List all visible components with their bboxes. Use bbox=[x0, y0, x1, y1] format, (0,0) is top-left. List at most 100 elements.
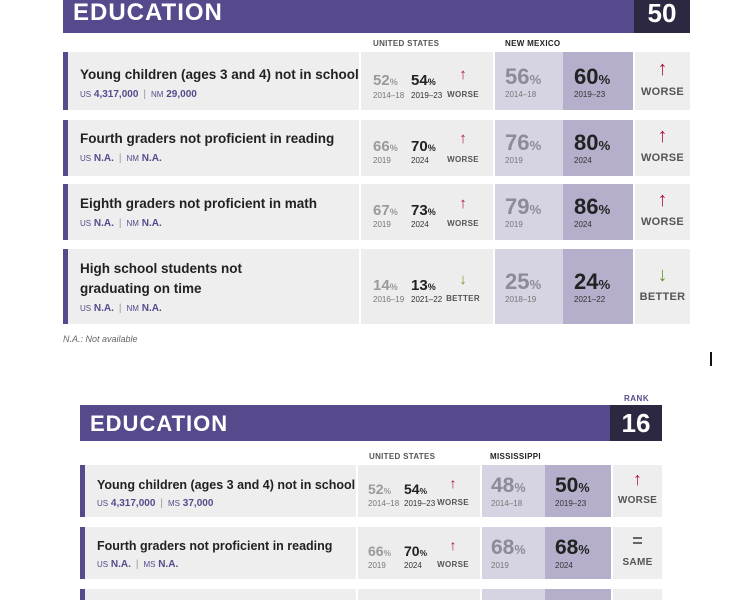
up-arrow-icon: ↑ bbox=[657, 58, 668, 80]
up-arrow-icon: ↑ bbox=[459, 66, 467, 83]
us-value-earlier: 52% bbox=[368, 481, 392, 497]
population-counts: US N.A. | MS N.A. bbox=[97, 559, 179, 570]
text-cursor bbox=[710, 352, 712, 366]
state-year-latest: 2021–22 bbox=[574, 295, 606, 304]
us-year-latest: 2024 bbox=[411, 220, 429, 229]
state-year-latest: 2019–23 bbox=[574, 90, 606, 99]
us-value-latest: 13% bbox=[411, 277, 436, 294]
state-year-latest: 2019–23 bbox=[555, 499, 587, 508]
us-year-earlier: 2014–18 bbox=[368, 499, 400, 508]
us-trend-label: BETTER bbox=[446, 294, 480, 303]
state-value-latest: 86% bbox=[574, 194, 611, 219]
state-trend-label: WORSE bbox=[640, 152, 685, 164]
state-trend-label: WORSE bbox=[617, 495, 658, 506]
section-title: EDUCATION bbox=[90, 411, 229, 436]
us-value-latest: 54% bbox=[404, 481, 428, 497]
us-trend-label: WORSE bbox=[447, 155, 479, 164]
table-row bbox=[80, 589, 662, 600]
state-year-earlier: 2019 bbox=[505, 156, 523, 165]
state-trend-label: WORSE bbox=[640, 86, 685, 98]
state-value-latest: 50% bbox=[555, 474, 590, 497]
state-year-latest: 2024 bbox=[574, 220, 592, 229]
section-header-band: EDUCATION bbox=[80, 405, 610, 441]
us-trend-label: WORSE bbox=[447, 219, 479, 228]
state-value-earlier: 76% bbox=[505, 130, 542, 155]
down-arrow-icon: ↓ bbox=[657, 264, 668, 286]
education-panel-mississippi: RANK EDUCATION 16 UNITED STATES MISSISSI… bbox=[80, 394, 662, 600]
indicator-title: Fourth graders not proficient in reading bbox=[80, 131, 335, 146]
us-year-earlier: 2019 bbox=[368, 561, 386, 570]
population-counts: US N.A. | NM N.A. bbox=[80, 153, 162, 164]
population-counts: US 4,317,000 | MS 37,000 bbox=[97, 498, 214, 509]
state-year-earlier: 2019 bbox=[505, 220, 523, 229]
up-arrow-icon: ↑ bbox=[449, 537, 457, 553]
table-row: Eighth graders not proficient in math US… bbox=[63, 184, 690, 240]
state-year-latest: 2024 bbox=[555, 561, 573, 570]
rank-value: 16 bbox=[621, 408, 651, 438]
indicator-title: Eighth graders not proficient in math bbox=[80, 196, 318, 211]
population-counts: US N.A. | NM N.A. bbox=[80, 303, 162, 314]
state-value-earlier: 68% bbox=[491, 536, 526, 559]
us-year-earlier: 2019 bbox=[373, 220, 391, 229]
us-value-latest: 73% bbox=[411, 202, 436, 219]
up-arrow-icon: ↑ bbox=[459, 195, 467, 212]
table-row: Fourth graders not proficient in reading… bbox=[80, 527, 662, 579]
indicator-title: Fourth graders not proficient in reading bbox=[97, 539, 333, 553]
population-counts: US N.A. | NM N.A. bbox=[80, 218, 162, 229]
state-value-earlier: 79% bbox=[505, 194, 542, 219]
us-value-earlier: 14% bbox=[373, 277, 398, 294]
up-arrow-icon: ↑ bbox=[459, 130, 467, 147]
us-value-earlier: 52% bbox=[373, 72, 398, 89]
us-value-latest: 70% bbox=[411, 138, 436, 155]
state-column-header: NEW MEXICO bbox=[505, 39, 561, 48]
table-row: Young children (ages 3 and 4) not in sch… bbox=[80, 465, 662, 517]
us-year-earlier: 2016–19 bbox=[373, 295, 405, 304]
state-trend-label: WORSE bbox=[640, 216, 685, 228]
state-value-earlier: 48% bbox=[491, 474, 526, 497]
us-trend-label: WORSE bbox=[437, 498, 469, 507]
us-year-latest: 2019–23 bbox=[411, 91, 443, 100]
us-year-latest: 2024 bbox=[411, 156, 429, 165]
rank-label: RANK bbox=[624, 394, 650, 403]
us-trend-label: WORSE bbox=[437, 560, 469, 569]
us-value-earlier: 66% bbox=[373, 138, 398, 155]
up-arrow-icon: ↑ bbox=[657, 125, 668, 147]
table-row: Fourth graders not proficient in reading… bbox=[63, 120, 690, 176]
table-row: High school students not graduating on t… bbox=[63, 249, 690, 324]
equals-icon: = bbox=[632, 531, 643, 551]
us-value-latest: 54% bbox=[411, 72, 436, 89]
state-trend-label: SAME bbox=[622, 557, 653, 568]
state-year-latest: 2024 bbox=[574, 156, 592, 165]
up-arrow-icon: ↑ bbox=[633, 469, 642, 489]
us-year-latest: 2024 bbox=[404, 561, 422, 570]
state-year-earlier: 2014–18 bbox=[491, 499, 523, 508]
section-title: EDUCATION bbox=[73, 0, 223, 26]
us-year-earlier: 2019 bbox=[373, 156, 391, 165]
rank-value: 50 bbox=[647, 0, 677, 28]
state-value-earlier: 25% bbox=[505, 269, 542, 294]
state-year-earlier: 2018–19 bbox=[505, 295, 537, 304]
down-arrow-icon: ↓ bbox=[459, 271, 467, 288]
us-year-latest: 2021–22 bbox=[411, 295, 443, 304]
state-year-earlier: 2014–18 bbox=[505, 90, 537, 99]
population-counts: US 4,317,000 | NM 29,000 bbox=[80, 89, 197, 100]
rank-box: 50 bbox=[634, 0, 690, 33]
state-value-earlier: 56% bbox=[505, 64, 542, 89]
state-column-header: MISSISSIPPI bbox=[490, 452, 541, 461]
state-trend-label: BETTER bbox=[639, 291, 686, 303]
indicator-title: Young children (ages 3 and 4) not in sch… bbox=[97, 478, 356, 492]
us-year-earlier: 2014–18 bbox=[373, 91, 405, 100]
table-row: Young children (ages 3 and 4) not in sch… bbox=[63, 52, 690, 110]
us-year-latest: 2019–23 bbox=[404, 499, 436, 508]
us-value-latest: 70% bbox=[404, 543, 428, 559]
us-value-earlier: 66% bbox=[368, 543, 392, 559]
us-column-header: UNITED STATES bbox=[373, 39, 440, 48]
education-panel-new-mexico: EDUCATION 50 UNITED STATES NEW MEXICO Yo… bbox=[63, 0, 690, 330]
indicator-title: High school students not bbox=[80, 261, 242, 276]
up-arrow-icon: ↑ bbox=[449, 475, 457, 491]
us-value-earlier: 67% bbox=[373, 202, 398, 219]
state-value-latest: 60% bbox=[574, 64, 611, 89]
state-value-latest: 24% bbox=[574, 269, 611, 294]
us-column-header: UNITED STATES bbox=[369, 452, 436, 461]
indicator-title: Young children (ages 3 and 4) not in sch… bbox=[80, 67, 359, 82]
